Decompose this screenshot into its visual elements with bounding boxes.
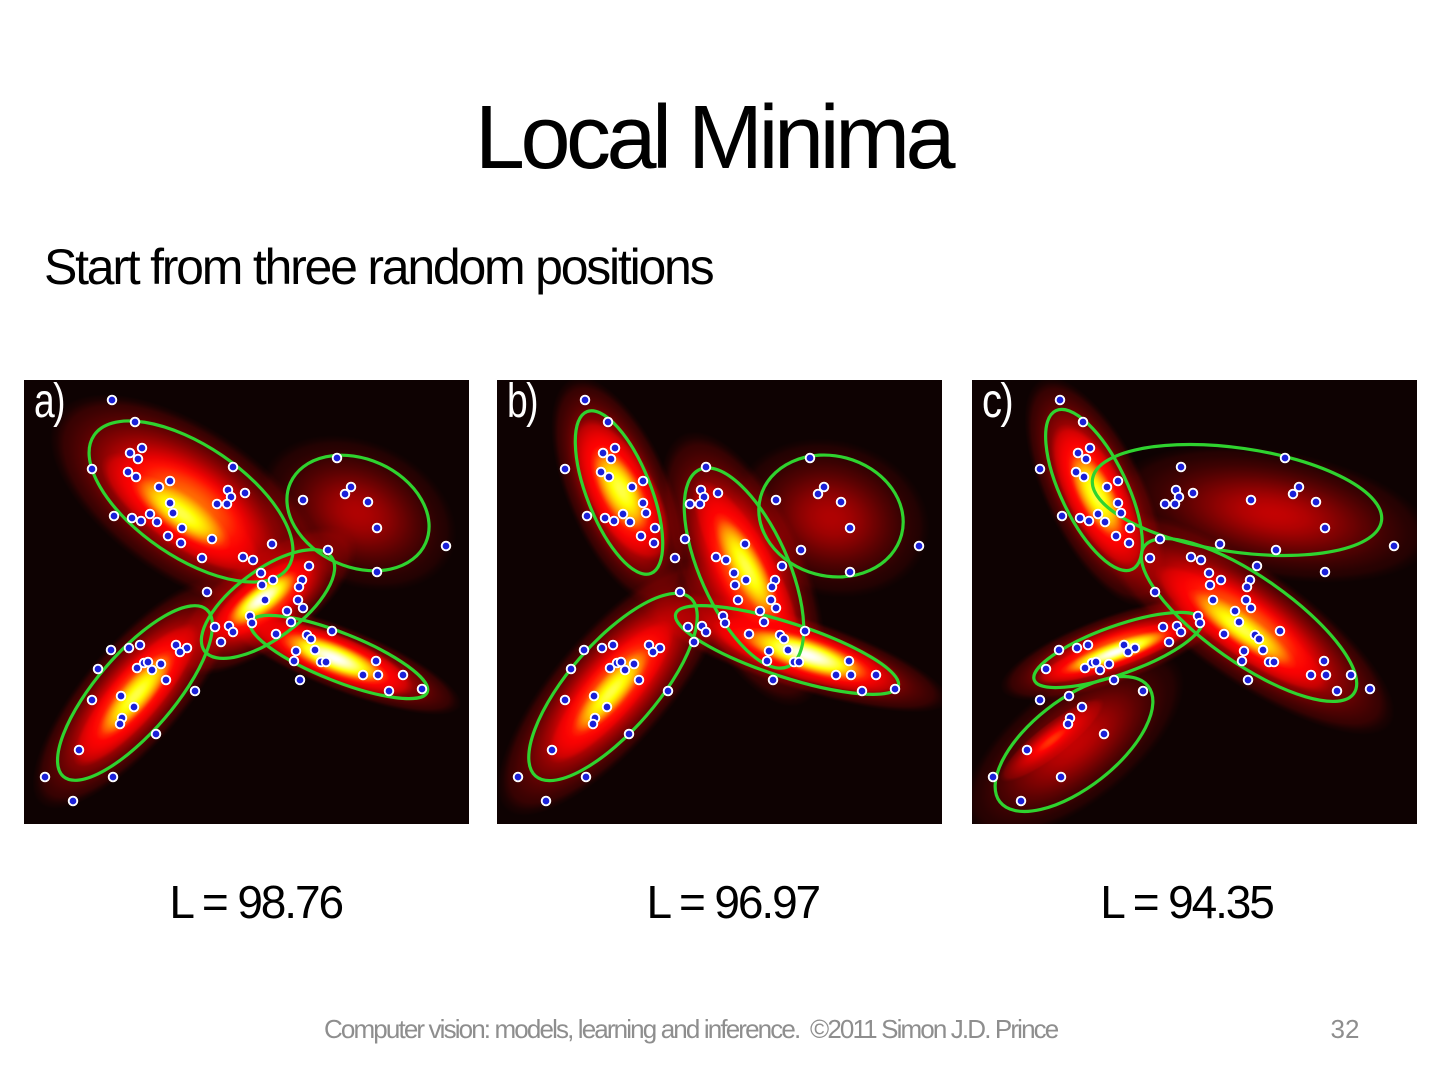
svg-text:c): c): [982, 380, 1012, 428]
svg-text:a): a): [34, 380, 64, 428]
svg-text:b): b): [507, 380, 537, 428]
